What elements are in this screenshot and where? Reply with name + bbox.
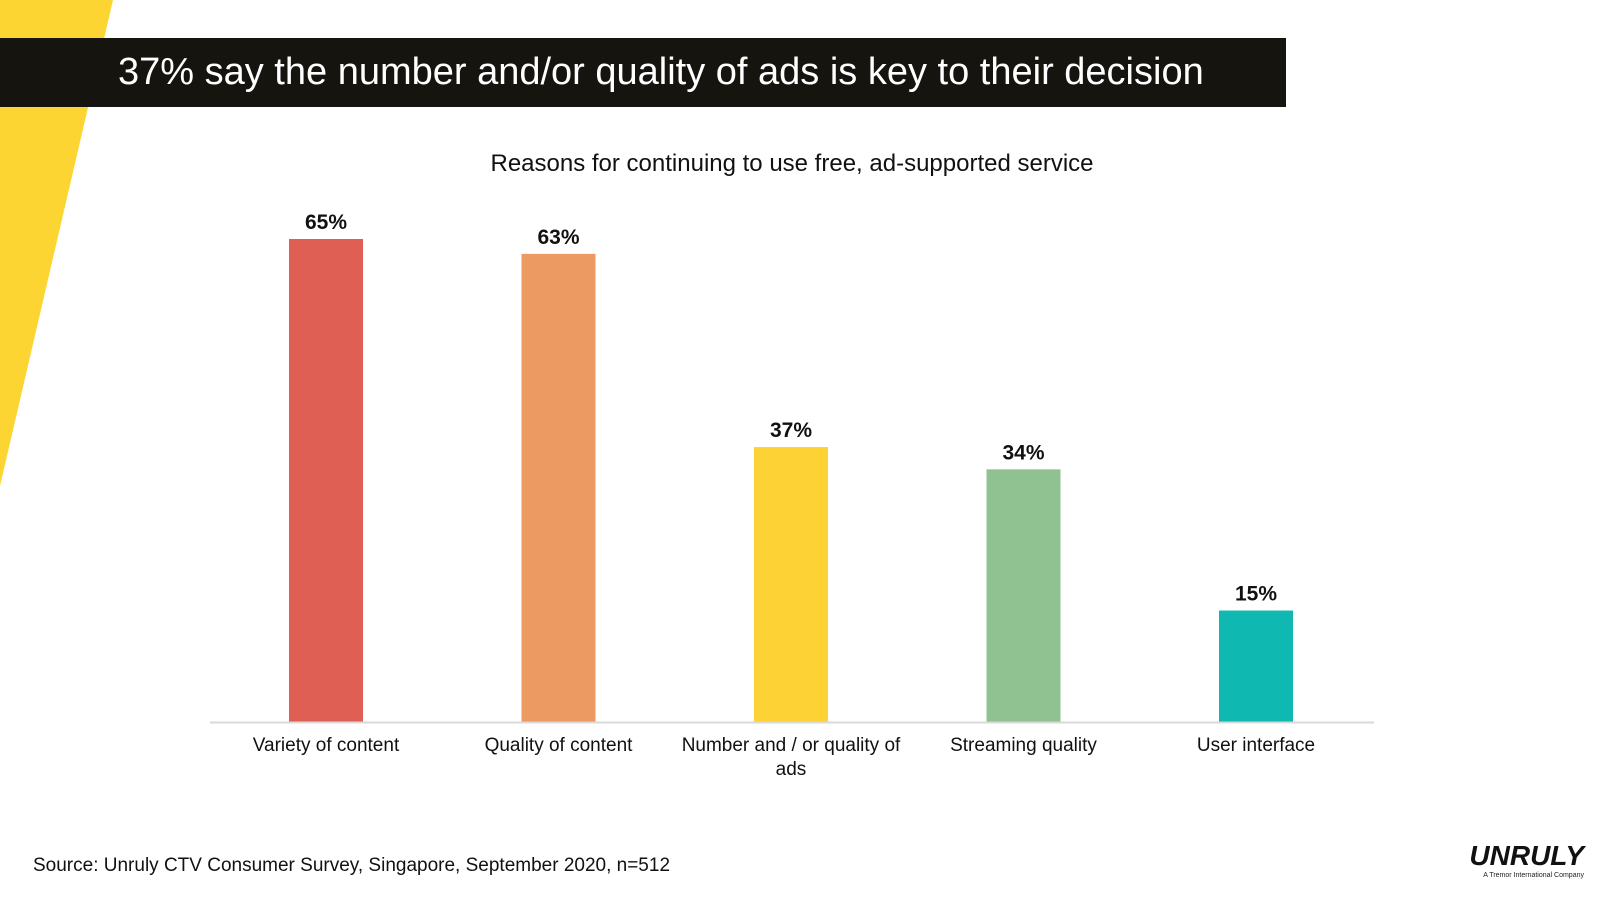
data-label-3: 37% (770, 419, 812, 442)
category-label-4: Streaming quality (950, 735, 1097, 756)
logo-tagline: A Tremor International Company (1483, 872, 1584, 879)
logo-wordmark: UNRULY (1469, 840, 1584, 871)
source-note: Source: Unruly CTV Consumer Survey, Sing… (33, 855, 671, 876)
bar-2 (521, 253, 596, 722)
data-label-5: 15% (1235, 583, 1277, 606)
data-label-4: 34% (1002, 441, 1044, 464)
bar-1 (289, 239, 363, 722)
category-label-3: Number and / or quality of ads (681, 735, 901, 780)
category-label-5: User interface (1196, 735, 1316, 756)
page-title: 37% say the number and/or quality of ads… (0, 38, 1286, 107)
bar-3 (754, 447, 828, 722)
data-label-2: 63% (537, 226, 579, 249)
bar-4 (986, 469, 1061, 722)
unruly-logo: UNRULY A Tremor International Company (1456, 841, 1584, 887)
data-label-1: 65% (305, 211, 347, 234)
bar-5 (1219, 610, 1293, 722)
chart-title: Reasons for continuing to use free, ad-s… (490, 150, 1094, 177)
category-label-1: Variety of content (252, 735, 400, 756)
category-label-2: Quality of content (484, 735, 633, 756)
